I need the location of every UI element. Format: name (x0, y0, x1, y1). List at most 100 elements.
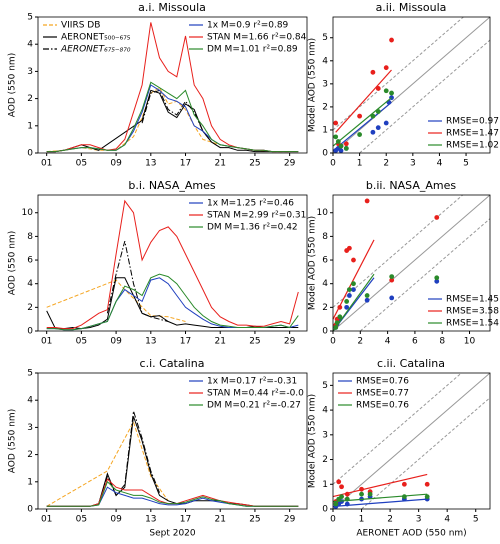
scatter-point (424, 494, 430, 500)
panel-title: b.ii. NASA_Ames (366, 179, 457, 192)
y-tick-label: 10 (22, 208, 34, 218)
y-tick-label: 3 (322, 79, 328, 89)
scatter-point (383, 120, 389, 126)
y-tick-label: 4 (322, 279, 328, 289)
scatter-point (389, 274, 395, 279)
legend-label: RMSE=3.58 (446, 307, 499, 317)
legend-label: 1x M=0.9 r²=0.89 (207, 21, 289, 31)
scatter-point (351, 287, 356, 293)
x-tick-label: 29 (284, 337, 296, 347)
series-line (46, 89, 273, 153)
scatter-point (359, 491, 364, 497)
series-line (46, 81, 299, 153)
plot-frame (332, 194, 491, 332)
scatter-point (364, 297, 370, 303)
x-tick-label: 0 (330, 337, 336, 347)
y-axis-label: Model AOD (550 nm) (308, 216, 318, 310)
x-tick-label: 05 (76, 337, 87, 347)
legend-label: AERONET₅₀₀₋₆₇₅ (61, 33, 131, 43)
x-tick-label: 13 (145, 159, 156, 169)
y-tick-label: 2 (27, 303, 33, 313)
x-tick-label: 29 (284, 515, 296, 525)
y-tick-label: 4 (27, 40, 33, 50)
scatter-point (370, 113, 376, 119)
panel-title: a.i. Missoula (138, 1, 206, 14)
y-tick-label: 0 (322, 327, 328, 337)
x-tick-label: 13 (145, 337, 156, 347)
x-tick-label: 17 (180, 159, 191, 169)
x-tick-label: 01 (41, 337, 52, 347)
fit-line (332, 273, 375, 332)
x-tick-label: 0 (330, 159, 336, 169)
x-tick-label: 2 (383, 159, 389, 169)
legend-label: DM M=1.36 r²=0.42 (207, 223, 298, 233)
legend-label: RMSE=1.02 (446, 141, 499, 151)
y-tick-label: 0 (322, 505, 328, 515)
legend-label: 1x M=1.25 r²=0.46 (207, 199, 294, 209)
x-tick-label: 10 (464, 337, 476, 347)
y-tick-label: 4 (322, 56, 328, 66)
scatter-point (346, 287, 352, 293)
scatter-point (339, 484, 344, 490)
legend-label: RMSE=1.47 (446, 129, 499, 139)
x-tick-label: 21 (214, 159, 225, 169)
y-tick-label: 6 (322, 256, 328, 266)
y-tick-label: 8 (27, 232, 33, 242)
legend-label: DM M=0.21 r²=-0.27 (207, 401, 301, 411)
scatter-point (333, 134, 339, 140)
x-tick-label: 01 (41, 515, 52, 525)
y-axis-label: Model AOD (550 nm) (308, 38, 318, 132)
y-axis-label: AOD (550 nm) (8, 409, 18, 473)
y-tick-label: 4 (322, 406, 328, 416)
y-tick-label: 0 (27, 149, 33, 159)
y-tick-label: 3 (322, 430, 328, 440)
x-tick-label: 25 (249, 337, 260, 347)
y-tick-label: 5 (27, 369, 33, 379)
scatter-point (364, 293, 370, 298)
x-tick-label: 09 (110, 159, 122, 169)
series-line (106, 240, 169, 322)
envelope-line (332, 16, 464, 131)
y-tick-label: 0 (322, 149, 328, 159)
x-tick-label: 2 (357, 337, 363, 347)
legend-label: STAN M=2.99 r²=0.31 (207, 211, 306, 221)
x-tick-label: 1 (359, 515, 365, 525)
y-tick-label: 6 (27, 256, 33, 266)
series-line (46, 277, 299, 330)
x-tick-label: 01 (41, 159, 52, 169)
x-tick-label: 21 (214, 515, 225, 525)
series-line (46, 480, 299, 507)
legend-label: RMSE=0.97 (446, 117, 499, 127)
fit-line (332, 493, 428, 503)
y-tick-label: 1 (322, 125, 328, 135)
x-tick-label: 1 (357, 159, 363, 169)
scatter-point (364, 198, 370, 204)
scatter-point (337, 314, 343, 320)
scatter-point (333, 501, 339, 507)
series-line (46, 273, 299, 331)
plot-frame (332, 16, 491, 154)
scatter-point (351, 257, 356, 263)
y-tick-label: 2 (322, 455, 328, 465)
series-line (46, 86, 290, 153)
legend-label: RMSE=1.54 (446, 319, 499, 329)
scatter-point (333, 120, 339, 126)
x-tick-label: 4 (385, 337, 391, 347)
series-line (46, 416, 299, 507)
y-tick-label: 10 (317, 208, 329, 218)
legend-label: RMSE=0.76 (356, 401, 409, 411)
scatter-point (389, 295, 395, 301)
x-axis-label: Sept 2020 (149, 529, 196, 539)
panel: a.ii. Missoula Model AOD (550 nm) 0 1 2 3 4 5 0 1… (308, 1, 500, 169)
y-tick-label: 4 (27, 279, 33, 289)
plot-frame (37, 194, 308, 332)
legend-label: VIIRS DB (61, 21, 100, 31)
scatter-point (375, 86, 381, 91)
scatter-point (370, 129, 376, 135)
y-tick-label: 0 (27, 327, 33, 337)
fit-line (332, 239, 375, 320)
y-tick-label: 4 (27, 396, 33, 406)
series-line (46, 84, 299, 153)
scatter-point (336, 479, 342, 485)
panel: b.i. NASA_Ames AOD (550 nm) 01 05 09 13 17 21 25… (8, 179, 308, 347)
